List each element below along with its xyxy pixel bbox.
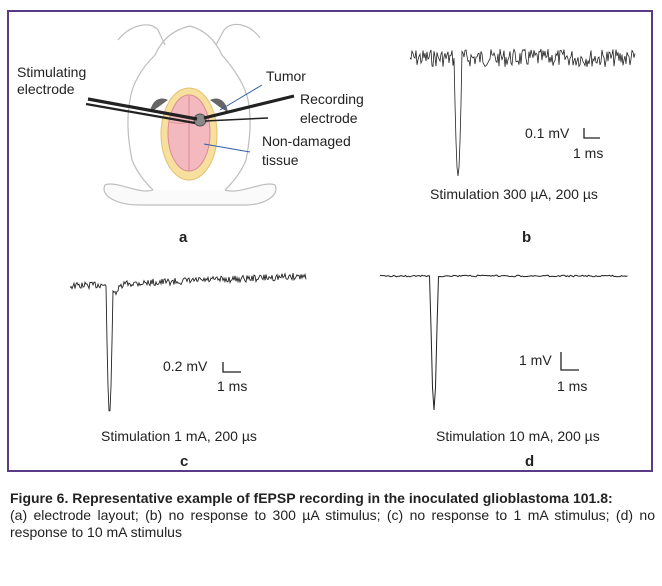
trace-c [70,272,307,412]
trace-b [410,48,636,177]
stimulation-d: Stimulation 10 mA, 200 µs [436,428,600,444]
caption-title: Figure 6. Representative example of fEPS… [10,490,613,506]
trace-d [380,274,628,411]
scale-time-b: 1 ms [573,145,604,161]
electrode-layout-illustration [85,23,295,206]
panel-letter-d: d [525,453,535,470]
figure-caption: Figure 6. Representative example of fEPS… [10,490,655,541]
figure-frame [7,10,653,472]
recording-electrode-label: Recording electrode [300,91,364,126]
stimulating-electrode-label: Stimulating electrode [17,64,87,97]
scale-time-d: 1 ms [557,378,588,394]
caption-body: (a) electrode layout; (b) no response to… [10,507,655,540]
scale-voltage-d: 1 mV [519,352,552,368]
scale-bar-c [222,362,241,373]
panel-letter-a: a [179,229,188,246]
scale-bar-d [560,352,579,371]
scale-time-c: 1 ms [217,378,248,394]
scale-bar-b [583,128,600,139]
tumor-label: Tumor [266,68,306,84]
scale-voltage-c: 0.2 mV [163,358,208,374]
scale-voltage-b: 0.1 mV [525,125,570,141]
panel-letter-b: b [522,229,532,246]
panel-letter-c: c [180,453,189,470]
stimulation-c: Stimulation 1 mA, 200 µs [101,428,257,444]
stimulation-b: Stimulation 300 µA, 200 µs [430,186,598,202]
non-damaged-tissue-label: Non-damaged tissue [262,133,351,168]
